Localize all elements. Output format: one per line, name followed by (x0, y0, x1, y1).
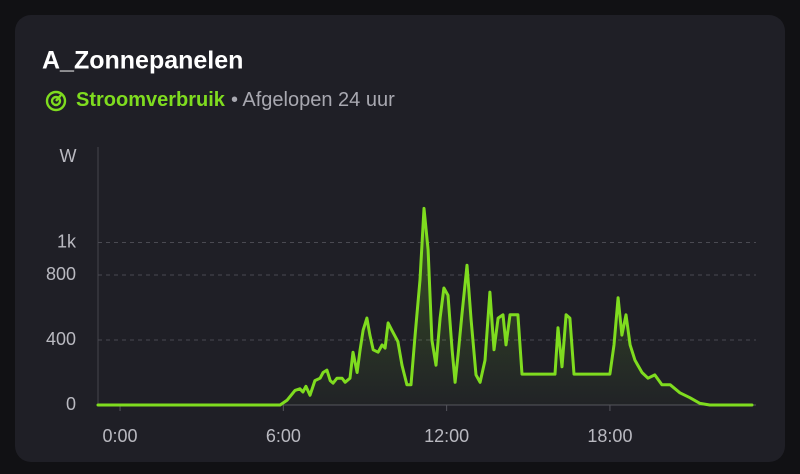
x-tick-label: 12:00 (424, 426, 469, 446)
line (96, 206, 754, 407)
period: • Afgelopen 24 uur (231, 89, 395, 111)
y-tick-label: 1k (57, 231, 77, 251)
x-tick-label: 6:00 (266, 426, 301, 446)
x-tick-label: 18:00 (587, 426, 632, 446)
card-title: A_Zonnepanelen (42, 47, 243, 75)
metric-icon (45, 90, 67, 112)
card (15, 15, 785, 462)
y-tick-label: 0 (66, 394, 76, 414)
x-tick-label: 0:00 (103, 426, 138, 446)
subtitle: Stroomverbruik • Afgelopen 24 uur (76, 89, 395, 111)
y-tick-label: 400 (46, 329, 76, 349)
area (98, 208, 752, 405)
y-unit: W (60, 146, 77, 166)
y-tick-label: 800 (46, 264, 76, 284)
metric-name[interactable]: Stroomverbruik (76, 89, 226, 111)
